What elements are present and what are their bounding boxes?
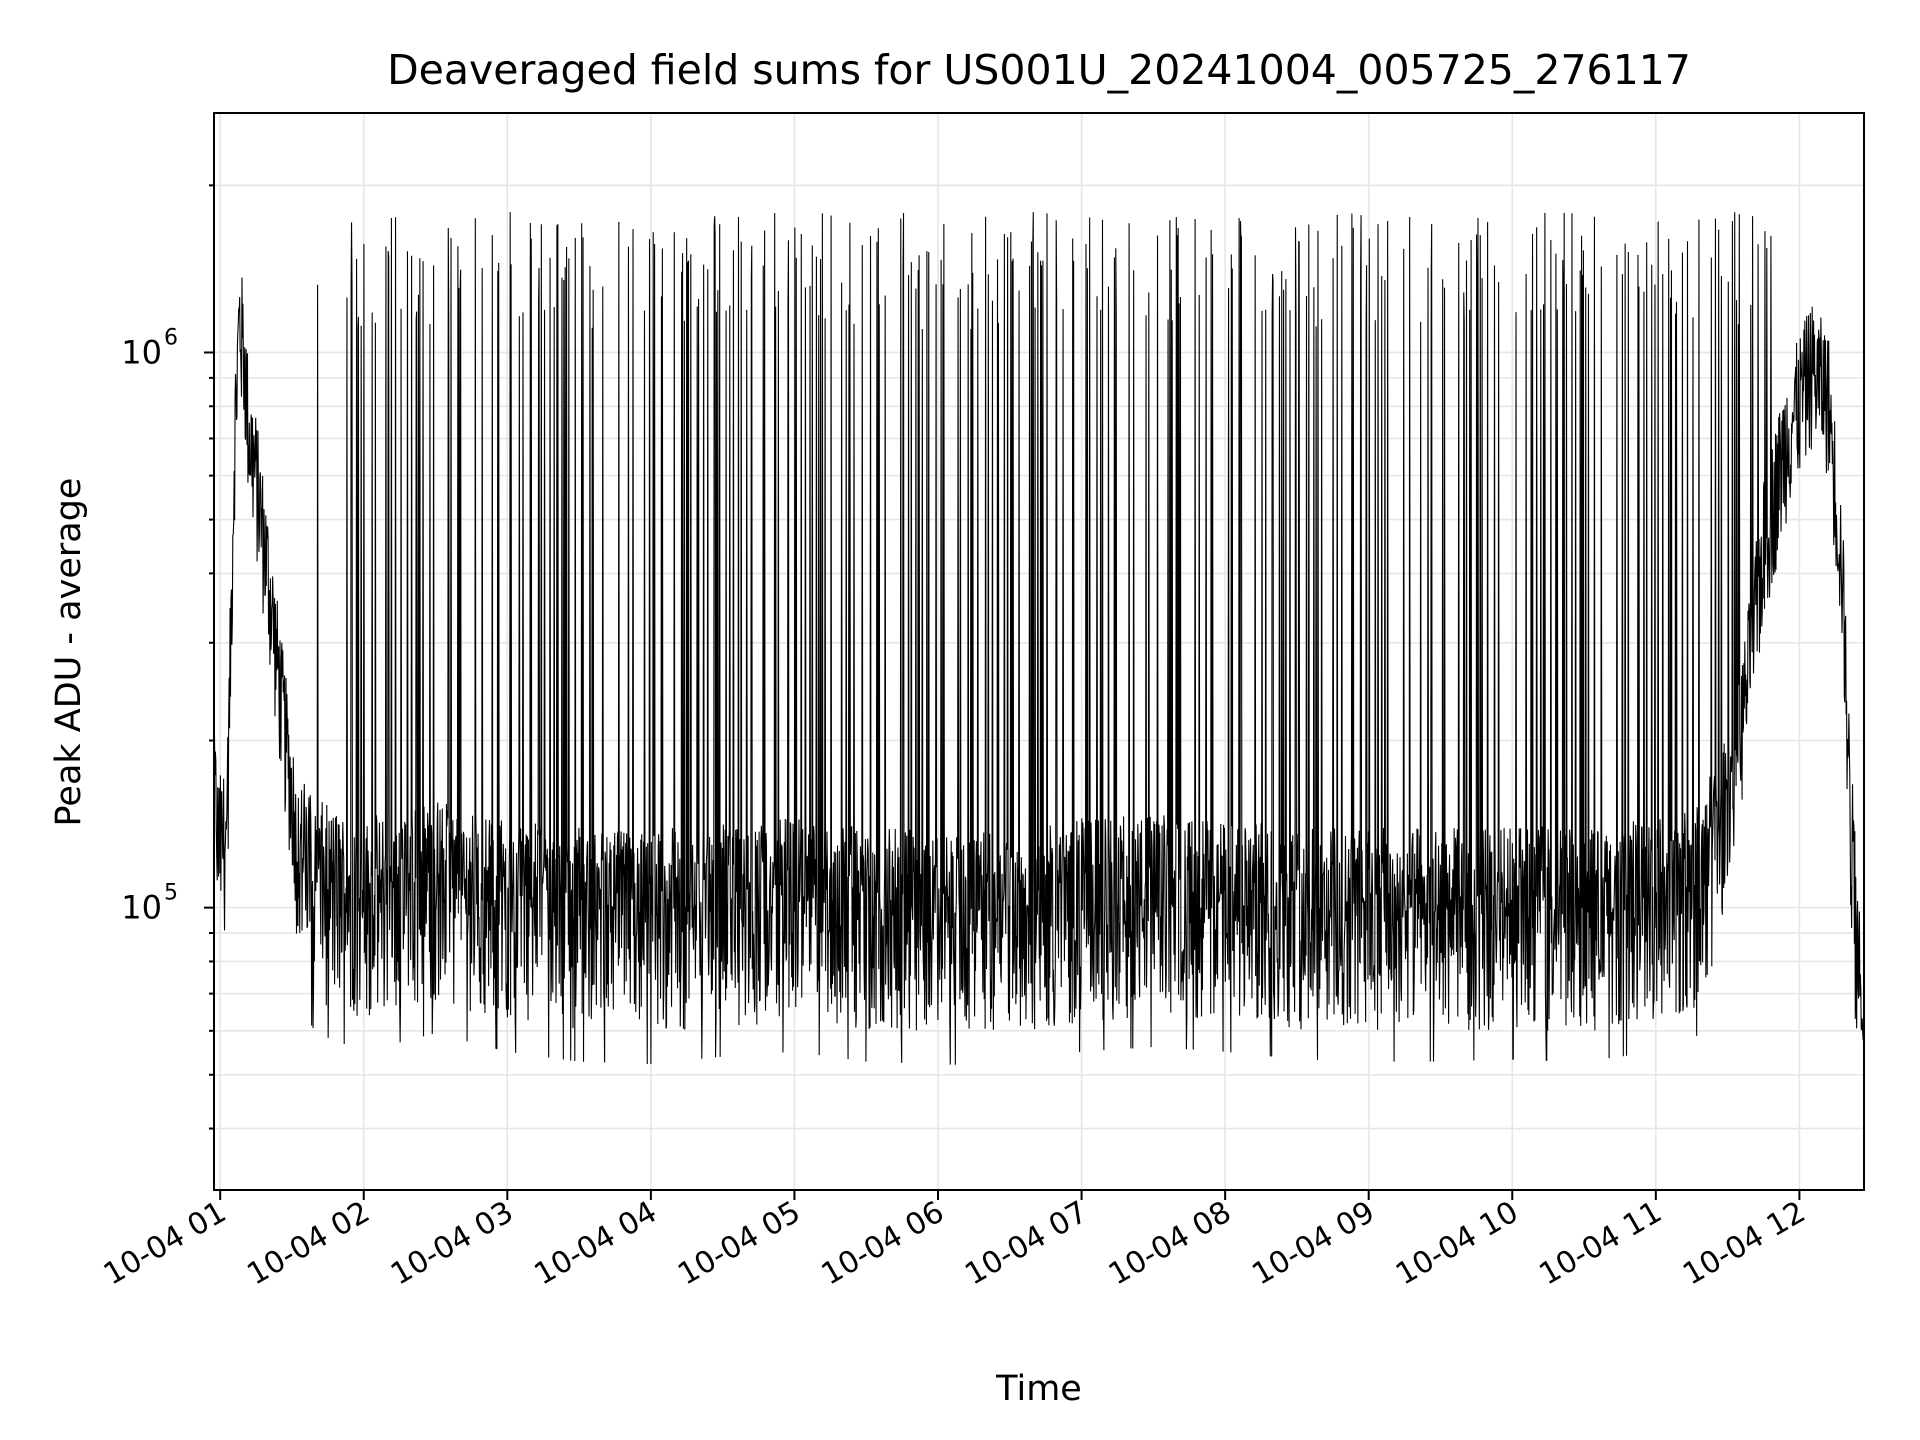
plot-frame: [213, 112, 1865, 1191]
x-tick-label: 10-04 01: [98, 1195, 232, 1293]
y-tick-base: 10: [121, 889, 162, 927]
x-tick-label: 10-04 11: [1534, 1195, 1668, 1293]
y-tick-label: 10 6: [121, 325, 178, 371]
x-tick-label: 10-04 04: [529, 1195, 663, 1293]
x-tick-label: 10-04 09: [1246, 1195, 1380, 1293]
x-tick-label: 10-04 07: [959, 1195, 1093, 1293]
y-tick-exponent: 5: [164, 881, 178, 906]
x-tick-label: 10-04 02: [241, 1195, 375, 1293]
y-axis-label: Peak ADU - average: [49, 478, 89, 827]
x-tick-label: 10-04 06: [816, 1195, 950, 1293]
series-line-peak-adu: [213, 212, 1865, 1065]
x-axis-label: Time: [995, 1369, 1082, 1409]
y-tick-label: 10 5: [121, 881, 178, 927]
y-tick-exponent: 6: [164, 325, 178, 350]
x-tick-label: 10-04 05: [672, 1195, 806, 1293]
x-tick-label: 10-04 03: [385, 1195, 519, 1293]
x-tick-label: 10-04 08: [1103, 1195, 1237, 1293]
chart-title: Deaveraged field sums for US001U_2024100…: [387, 46, 1691, 94]
x-tick-label: 10-04 12: [1677, 1195, 1811, 1293]
x-tick-label: 10-04 10: [1390, 1195, 1524, 1293]
y-tick-base: 10: [121, 333, 162, 371]
ticks-layer: 10-04 01 10-04 02 10-04 03 10-04 04 10-04 05…: [98, 184, 1811, 1293]
